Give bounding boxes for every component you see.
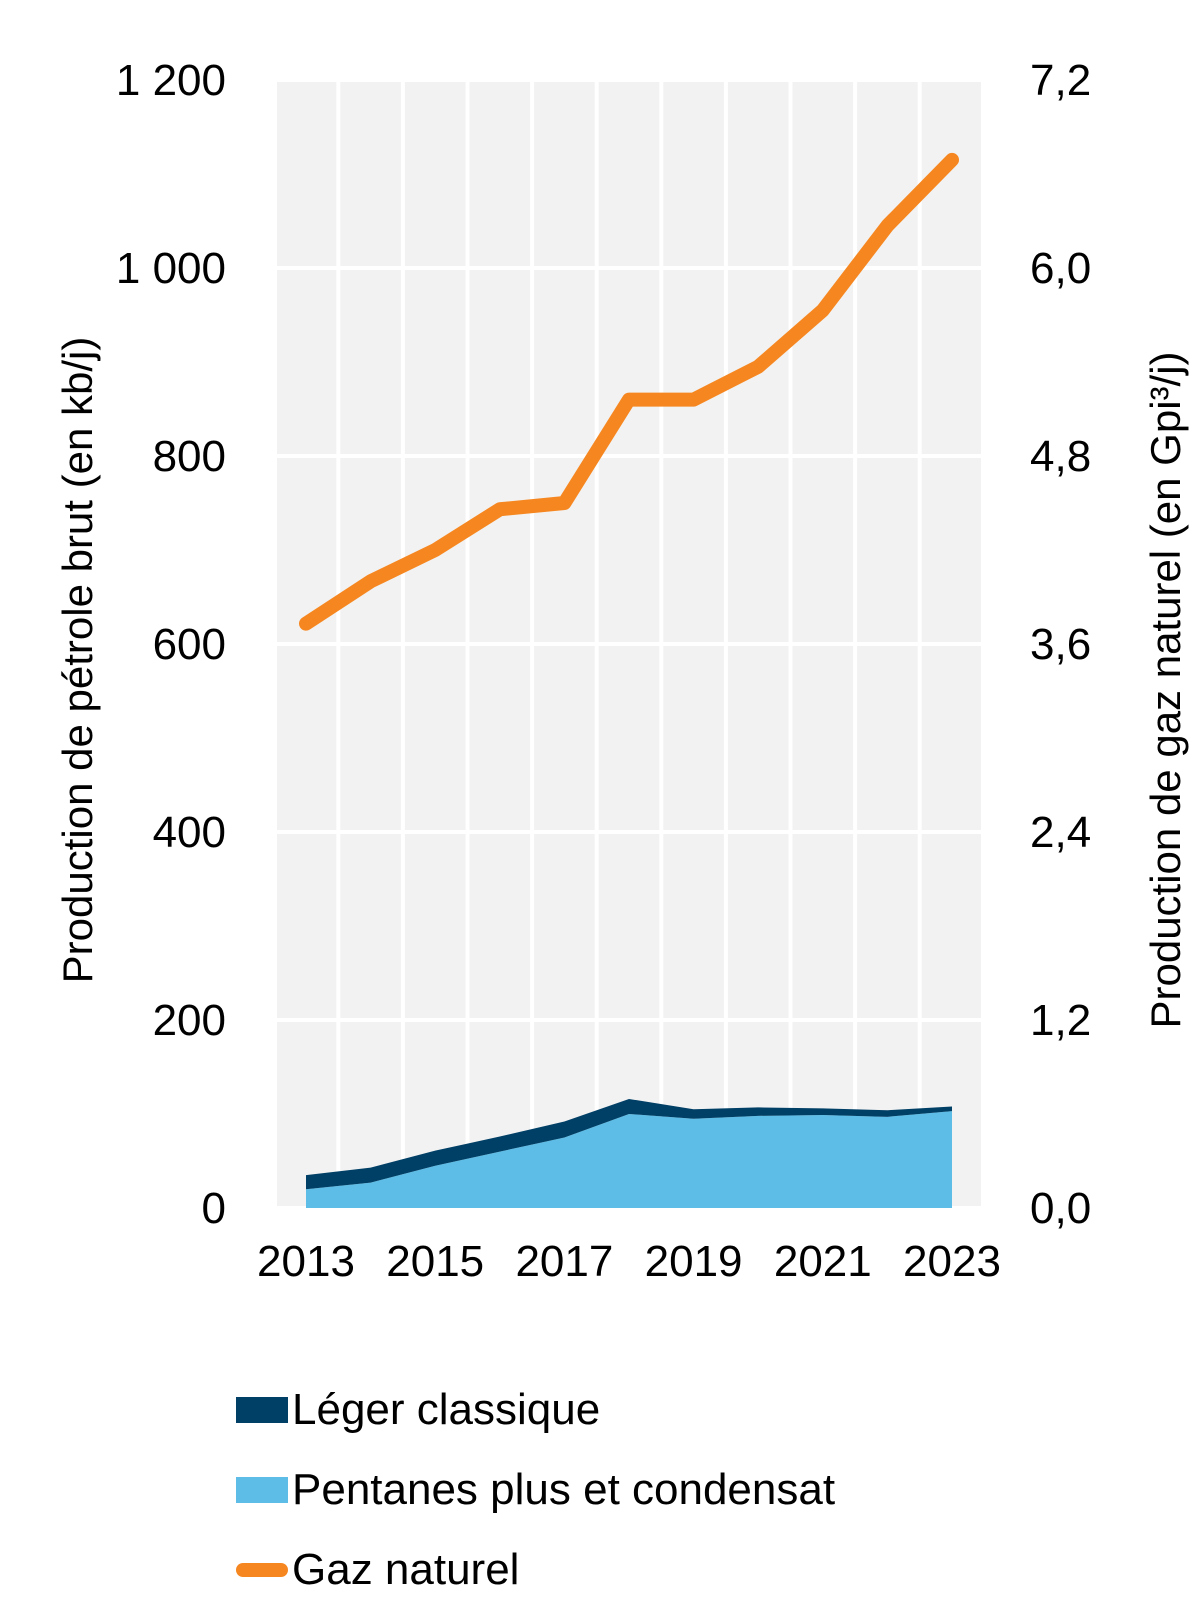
right-tick-label: 6,0 (1030, 244, 1091, 293)
legend: Léger classique Pentanes plus et condens… (236, 1370, 835, 1610)
right-tick-label: 3,6 (1030, 620, 1091, 669)
legend-swatch-pentanes (236, 1477, 288, 1503)
legend-label-gaz-naturel: Gaz naturel (292, 1545, 520, 1594)
right-tick-label: 2,4 (1030, 808, 1091, 857)
area-series-0 (306, 1111, 952, 1208)
x-tick-label: 2019 (645, 1237, 743, 1286)
gas-naturel-line (299, 152, 959, 631)
left-tick-label: 400 (153, 808, 226, 857)
legend-swatch-gaz-naturel (236, 1563, 288, 1577)
x-tick-label: 2015 (386, 1237, 484, 1286)
chart: 0 200 400 600 800 1 000 1 200 0,0 1,2 2,4 3,6 4,8 6… (54, 56, 1189, 1286)
x-axis-ticks: 2013 2015 2017 2019 2021 2023 (257, 1237, 1001, 1286)
legend-item-pentanes: Pentanes plus et condensat (236, 1450, 835, 1530)
legend-swatch-leger-classique (236, 1397, 288, 1423)
left-tick-label: 200 (153, 996, 226, 1045)
left-tick-label: 0 (202, 1184, 226, 1233)
right-tick-label: 0,0 (1030, 1184, 1091, 1233)
right-tick-label: 7,2 (1030, 56, 1091, 105)
x-tick-label: 2023 (903, 1237, 1001, 1286)
right-axis-ticks: 0,0 1,2 2,4 3,6 4,8 6,0 7,2 (1030, 56, 1091, 1233)
right-tick-label: 1,2 (1030, 996, 1091, 1045)
legend-item-gaz-naturel: Gaz naturel (236, 1530, 835, 1610)
legend-label-leger-classique: Léger classique (292, 1385, 601, 1434)
stacked-areas (306, 1098, 952, 1208)
left-tick-label: 800 (153, 432, 226, 481)
x-tick-label: 2021 (774, 1237, 872, 1286)
left-axis-title: Production de pétrole brut (en kb/j) (54, 337, 101, 984)
x-tick-label: 2017 (515, 1237, 613, 1286)
left-tick-label: 1 000 (116, 244, 226, 293)
legend-label-pentanes: Pentanes plus et condensat (292, 1465, 836, 1514)
area-series-1 (306, 1098, 952, 1190)
right-tick-label: 4,8 (1030, 432, 1091, 481)
gas-line-series (299, 152, 959, 631)
legend-item-leger-classique: Léger classique (236, 1370, 835, 1450)
left-tick-label: 1 200 (116, 56, 226, 105)
left-tick-label: 600 (153, 620, 226, 669)
right-axis-title: Production de gaz naturel (en Gpi³/j) (1142, 351, 1189, 1028)
left-axis-ticks: 0 200 400 600 800 1 000 1 200 (116, 56, 226, 1233)
x-tick-label: 2013 (257, 1237, 355, 1286)
